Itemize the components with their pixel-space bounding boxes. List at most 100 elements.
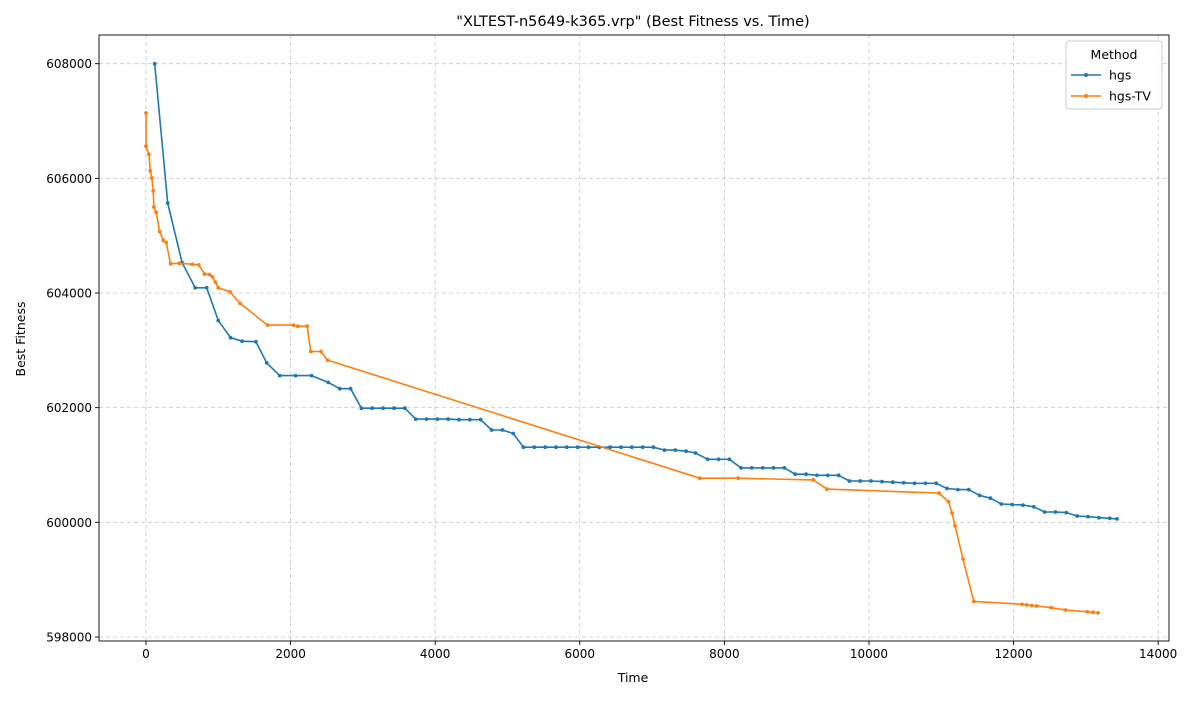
data-point-hgs <box>825 473 830 478</box>
data-point-hgs-tv <box>144 111 148 115</box>
data-point-hgs <box>309 373 314 378</box>
data-point-hgs-tv <box>196 263 201 267</box>
series-hgs-tv <box>144 111 1100 615</box>
data-point-hgs <box>847 479 852 483</box>
data-point-hgs-tv <box>238 301 242 306</box>
data-point-hgs <box>619 445 623 450</box>
data-point-hgs-tv <box>1049 605 1054 610</box>
data-point-hgs-tv <box>161 238 166 243</box>
y-tick-label: 600000 <box>46 516 92 530</box>
data-point-hgs <box>782 466 787 470</box>
series-hgs <box>152 61 1119 521</box>
data-point-hgs-tv <box>697 476 702 481</box>
x-tick-label: 10000 <box>850 647 888 661</box>
data-point-hgs <box>869 479 873 483</box>
legend-box <box>1065 40 1163 110</box>
data-point-hgs <box>435 417 440 421</box>
data-point-hgs <box>640 445 645 450</box>
data-point-hgs <box>293 373 298 378</box>
data-point-hgs-tv <box>207 272 212 277</box>
y-tick-label: 602000 <box>46 401 92 415</box>
data-point-hgs <box>337 386 342 391</box>
data-point-hgs <box>532 445 537 450</box>
legend-entry-hgs: hgs <box>1071 68 1131 83</box>
data-point-hgs-tv <box>1091 610 1095 615</box>
data-point-hgs <box>511 431 516 436</box>
data-point-hgs <box>264 361 269 365</box>
data-point-hgs <box>836 473 841 478</box>
data-point-hgs-tv <box>147 152 151 157</box>
data-point-hgs <box>254 339 258 344</box>
data-point-hgs <box>1075 514 1080 518</box>
data-point-hgs-tv <box>1024 603 1029 607</box>
data-point-hgs-tv <box>202 272 207 276</box>
data-point-hgs <box>228 335 233 340</box>
data-point-hgs-tv <box>825 487 829 491</box>
data-point-hgs <box>977 493 982 498</box>
data-point-hgs <box>413 417 418 421</box>
data-point-hgs <box>370 406 375 411</box>
data-point-hgs <box>673 448 678 452</box>
data-point-hgs-tv <box>152 205 156 209</box>
data-point-hgs <box>890 480 895 485</box>
data-point-hgs <box>815 473 819 478</box>
data-point-hgs-tv <box>1029 603 1034 608</box>
data-point-hgs <box>1115 517 1119 521</box>
data-point-hgs-tv <box>305 324 310 329</box>
data-point-hgs <box>489 428 494 432</box>
data-point-hgs-tv <box>177 261 182 266</box>
data-point-hgs <box>468 417 472 422</box>
data-point-hgs <box>1097 515 1101 520</box>
x-tick-label: 8000 <box>709 647 740 661</box>
data-point-hgs-tv <box>1063 608 1068 612</box>
data-point-hgs-tv <box>164 240 169 245</box>
data-point-hgs-tv <box>216 285 221 290</box>
data-point-hgs <box>478 417 483 422</box>
data-point-hgs <box>923 481 928 486</box>
data-point-hgs <box>934 481 939 486</box>
data-point-hgs-tv <box>1034 604 1039 608</box>
data-point-hgs-tv <box>157 229 162 234</box>
data-point-hgs-tv <box>811 478 816 482</box>
chart-title: "XLTEST-n5649-k365.vrp" (Best Fitness vs… <box>456 14 809 30</box>
data-point-hgs <box>684 449 688 454</box>
data-point-hgs-tv <box>319 349 323 354</box>
data-point-hgs <box>348 386 353 391</box>
data-point-hgs <box>804 472 808 477</box>
data-point-hgs <box>771 466 776 470</box>
x-tick-label: 4000 <box>420 647 451 661</box>
data-point-hgs <box>1064 510 1069 515</box>
data-point-hgs-tv <box>291 323 296 327</box>
x-tick-label: 0 <box>142 647 150 661</box>
legend-title: Method <box>1091 47 1138 62</box>
plot-area-frame <box>98 34 1170 642</box>
data-point-hgs-tv <box>190 262 195 267</box>
data-point-hgs <box>240 339 245 344</box>
data-point-hgs <box>554 445 558 450</box>
legend-marker-hgs <box>1084 73 1088 77</box>
data-point-hgs <box>716 457 721 462</box>
data-point-hgs <box>1021 503 1025 507</box>
data-point-hgs <box>500 428 505 432</box>
data-point-hgs <box>543 445 547 450</box>
y-axis-label: Best Fitness <box>13 302 28 377</box>
data-point-hgs <box>392 406 396 411</box>
data-point-hgs <box>629 445 634 450</box>
data-point-hgs-tv <box>210 275 215 279</box>
data-point-hgs-tv <box>1085 609 1090 614</box>
data-point-hgs-tv <box>144 144 148 149</box>
x-tick-label: 2000 <box>275 647 306 661</box>
data-point-hgs <box>705 457 710 462</box>
data-point-hgs-tv <box>154 210 159 215</box>
data-point-hgs <box>662 448 667 452</box>
legend-entries: hgs hgs-TV <box>1071 68 1151 104</box>
data-point-hgs-tv <box>325 358 330 362</box>
y-axis-ticks: 598000 600000 602000 604000 606000 608000 <box>46 57 99 644</box>
data-point-hgs-tv <box>308 349 313 354</box>
data-point-hgs <box>424 417 429 421</box>
series-layer <box>144 61 1119 615</box>
data-point-hgs-tv <box>1020 602 1025 607</box>
data-point-hgs <box>988 496 993 501</box>
data-point-hgs-tv <box>937 491 941 495</box>
